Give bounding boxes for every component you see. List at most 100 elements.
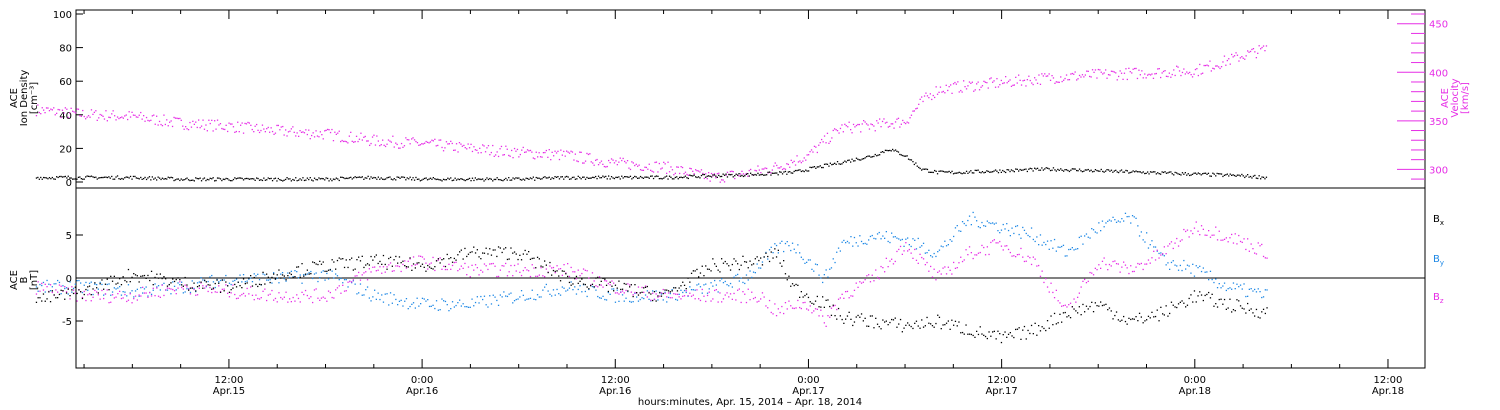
bx-point xyxy=(157,277,160,279)
velocity-point xyxy=(537,156,539,158)
by-point xyxy=(799,252,801,254)
by-point xyxy=(296,271,298,273)
density-point xyxy=(77,176,80,178)
density-point xyxy=(557,176,559,178)
bz-point xyxy=(1131,270,1134,273)
bx-point xyxy=(740,264,742,266)
density-point xyxy=(712,174,714,176)
density-point xyxy=(318,177,320,179)
bx-point xyxy=(671,290,673,292)
bx-point xyxy=(1030,324,1033,327)
bx-point xyxy=(1062,312,1065,314)
by-point xyxy=(223,279,225,281)
velocity-point xyxy=(915,108,917,110)
by-point xyxy=(1071,247,1073,249)
density-point xyxy=(131,178,133,180)
bz-point xyxy=(377,269,379,271)
bx-point xyxy=(535,267,537,269)
density-point xyxy=(1235,175,1237,177)
bz-point xyxy=(609,284,611,286)
velocity-point xyxy=(784,168,787,170)
velocity-point xyxy=(951,92,953,94)
density-point xyxy=(532,176,534,178)
by-point xyxy=(605,299,608,301)
velocity-point xyxy=(968,81,971,83)
velocity-point xyxy=(106,120,108,122)
density-point xyxy=(879,154,881,156)
velocity-point xyxy=(893,127,895,129)
bx-point xyxy=(760,257,762,259)
velocity-point xyxy=(95,110,97,112)
by-point xyxy=(414,307,416,309)
bz-point xyxy=(954,267,957,269)
density-point xyxy=(1152,171,1155,173)
by-point xyxy=(944,240,946,242)
velocity-point xyxy=(1073,73,1075,75)
density-point xyxy=(48,177,51,179)
density-point xyxy=(86,175,88,177)
density-point xyxy=(151,176,153,178)
by-point xyxy=(726,284,728,286)
velocity-point xyxy=(983,80,985,82)
bx-point xyxy=(235,286,238,288)
bx-point xyxy=(124,279,126,282)
velocity-point xyxy=(379,145,381,147)
by-point xyxy=(267,279,269,281)
by-point xyxy=(834,261,836,264)
bz-point xyxy=(143,292,146,294)
bx-point xyxy=(506,258,509,261)
by-point xyxy=(1170,261,1173,264)
by-point xyxy=(166,289,169,291)
density-point xyxy=(106,176,108,179)
density-point xyxy=(38,178,40,180)
bx-point xyxy=(237,281,239,283)
density-point xyxy=(1164,171,1166,173)
bz-point xyxy=(972,257,974,260)
density-point xyxy=(263,177,265,179)
velocity-point xyxy=(190,126,193,128)
bx-point xyxy=(1110,310,1112,312)
bx-point xyxy=(652,299,654,302)
density-point xyxy=(148,176,151,178)
bx-point xyxy=(106,278,108,280)
density-point xyxy=(350,176,352,178)
density-point xyxy=(112,178,114,180)
bx-point xyxy=(331,259,333,261)
velocity-point xyxy=(212,130,214,132)
velocity-point xyxy=(758,169,760,171)
bx-point xyxy=(669,291,671,293)
density-point xyxy=(1000,171,1002,173)
bz-point xyxy=(304,289,307,292)
bx-point xyxy=(974,336,976,338)
by-point xyxy=(512,302,514,304)
density-point xyxy=(431,178,433,180)
axis-label-line: B xyxy=(19,276,30,283)
bx-point xyxy=(1165,305,1167,307)
density-point xyxy=(828,165,830,167)
bz-point xyxy=(770,311,772,314)
density-point xyxy=(518,177,520,179)
density-point xyxy=(196,177,198,180)
bx-point xyxy=(896,326,898,328)
bz-point xyxy=(775,315,778,317)
density-point xyxy=(182,179,184,181)
bz-point xyxy=(446,268,448,271)
bx-point xyxy=(326,270,328,272)
bz-point xyxy=(868,274,870,276)
velocity-point xyxy=(803,157,805,159)
bz-point xyxy=(1243,238,1245,240)
by-point xyxy=(774,243,776,245)
velocity-point xyxy=(638,164,640,166)
bx-point xyxy=(473,246,475,248)
bx-point xyxy=(299,276,301,278)
by-point xyxy=(177,282,179,284)
bx-point xyxy=(444,265,447,268)
density-point xyxy=(861,158,863,160)
density-point xyxy=(841,163,843,165)
by-point xyxy=(772,252,774,254)
bz-point xyxy=(368,268,370,270)
bz-point xyxy=(827,315,829,317)
bx-point xyxy=(363,266,365,269)
bz-point xyxy=(1262,255,1265,258)
bx-point xyxy=(460,249,462,251)
